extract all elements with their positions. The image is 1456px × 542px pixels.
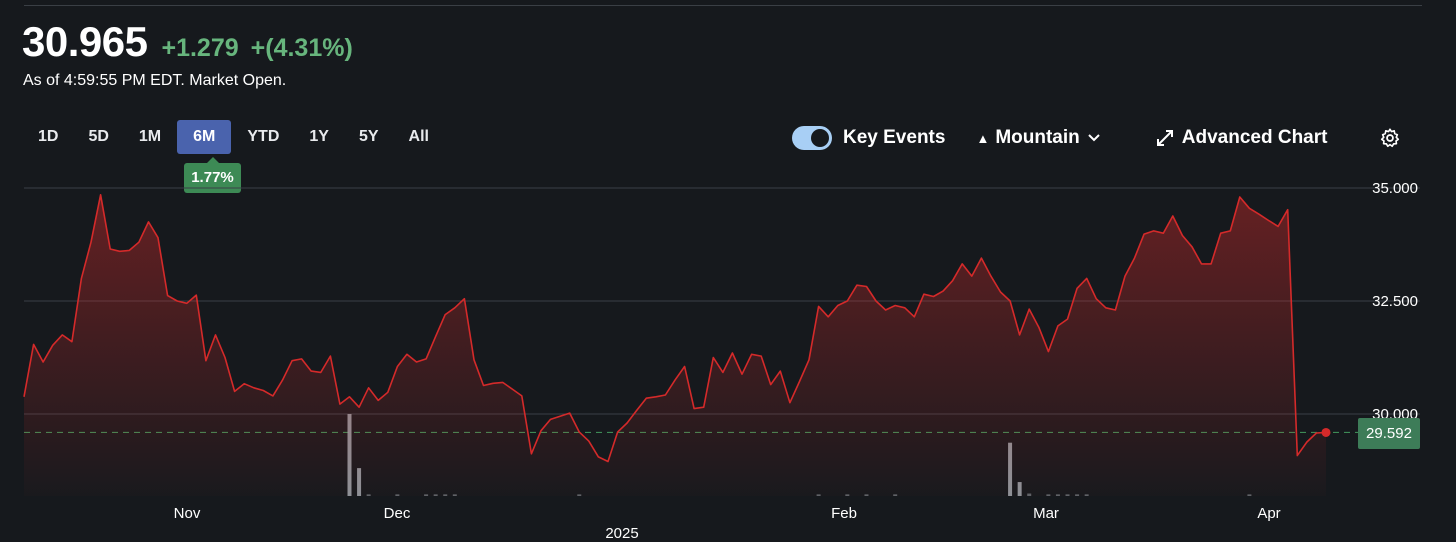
range-ytd[interactable]: YTD: [247, 128, 280, 145]
range-selector: 1D 5D 1M 6M YTD 1Y 5Y All: [24, 120, 445, 154]
chart-style-dropdown[interactable]: ▲ Mountain: [976, 127, 1100, 149]
last-value-badge: 29.592: [1358, 418, 1420, 449]
advanced-chart-label: Advanced Chart: [1181, 127, 1328, 148]
range-1y[interactable]: 1Y: [309, 128, 329, 145]
toggle-knob: [811, 129, 829, 147]
range-5y[interactable]: 5Y: [358, 128, 379, 145]
x-tick-label: 2025: [605, 525, 638, 542]
range-1m[interactable]: 1M: [138, 128, 162, 145]
y-tick-label: 35.000: [1372, 180, 1418, 197]
x-tick-label: Nov: [174, 505, 201, 522]
range-6m[interactable]: 6M: [177, 120, 232, 154]
advanced-chart-button[interactable]: Advanced Chart: [1156, 127, 1328, 149]
range-all[interactable]: All: [408, 128, 429, 145]
price-change: +1.279: [161, 34, 239, 62]
range-5d[interactable]: 5D: [88, 128, 109, 145]
x-tick-label: Dec: [384, 505, 411, 522]
x-tick-label: Feb: [831, 505, 857, 522]
last-point-marker: [1321, 427, 1331, 437]
as-of-timestamp: As of 4:59:55 PM EDT. Market Open.: [23, 72, 287, 89]
range-1d[interactable]: 1D: [38, 128, 59, 145]
gear-icon[interactable]: [1379, 127, 1401, 149]
mountain-icon: ▲: [976, 130, 990, 146]
x-tick-label: Mar: [1033, 505, 1059, 522]
y-tick-label: 32.500: [1372, 293, 1418, 310]
price-change-percent: +(4.31%): [250, 34, 353, 62]
top-divider: [24, 5, 1422, 6]
key-events-label[interactable]: Key Events: [843, 127, 946, 148]
chart-controls: Key Events ▲ Mountain Advanced Chart: [792, 124, 1401, 152]
price-area-fill: [24, 194, 1326, 497]
quote-header: 30.965 +1.279 +(4.31%): [22, 18, 353, 66]
chevron-down-icon: [1088, 134, 1100, 142]
last-price: 30.965: [22, 18, 148, 65]
x-tick-label: Apr: [1257, 505, 1280, 522]
expand-icon: [1156, 130, 1173, 146]
price-line: [23, 194, 1327, 463]
key-events-toggle[interactable]: [792, 126, 832, 150]
chart-style-label: Mountain: [995, 127, 1080, 148]
